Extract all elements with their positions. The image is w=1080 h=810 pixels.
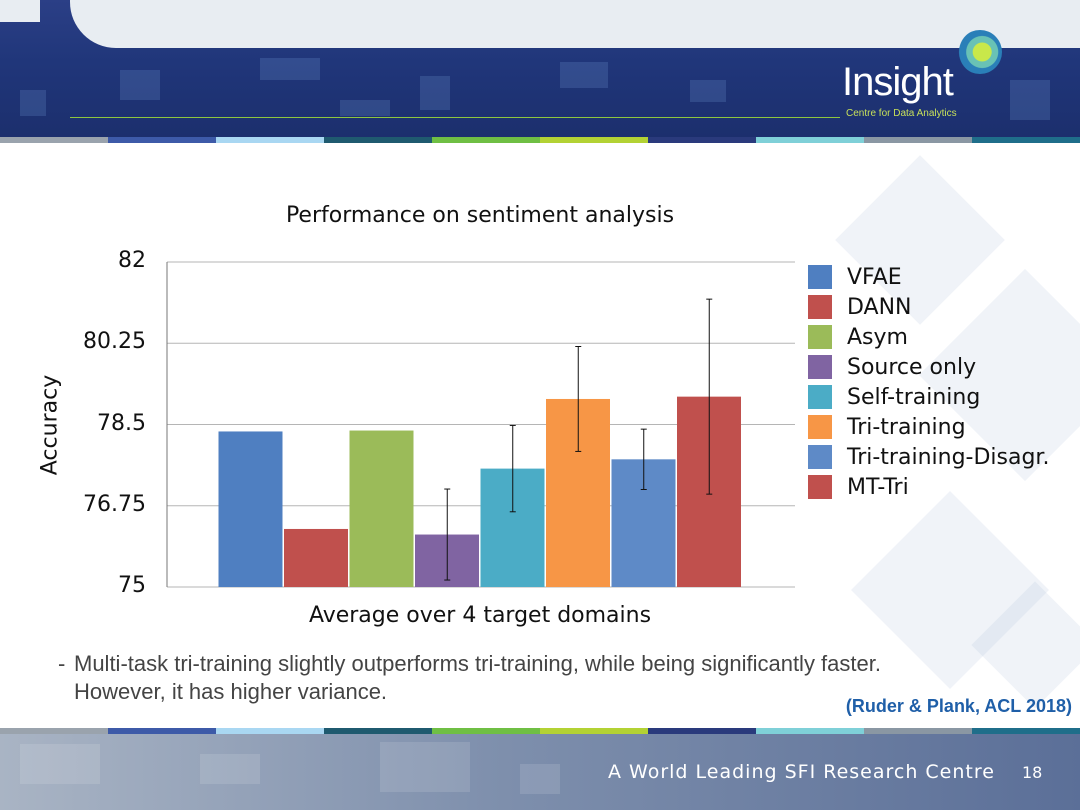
legend-item: Asym (808, 322, 1049, 352)
legend-item: Self-training (808, 382, 1049, 412)
error-bar (575, 346, 582, 452)
bottom-color-stripe (0, 728, 1080, 734)
legend-swatch (808, 295, 832, 319)
bullet-text: Multi-task tri-training slightly outperf… (74, 651, 881, 704)
header-banner: Insight Centre for Data Analytics (0, 0, 1080, 138)
y-tick-label: 82 (118, 248, 146, 273)
error-bar (509, 424, 516, 513)
y-tick-label: 75 (118, 573, 146, 598)
bullet-dash: - (58, 651, 66, 676)
legend-swatch (808, 385, 832, 409)
legend-swatch (808, 325, 832, 349)
legend-label: DANN (847, 294, 912, 320)
header-green-line (70, 117, 840, 118)
error-bar (444, 488, 451, 581)
footer-banner (0, 734, 1080, 810)
legend-item: Source only (808, 352, 1049, 382)
legend-swatch (808, 445, 832, 469)
error-bar (706, 298, 713, 495)
legend-item: Tri-training (808, 412, 1049, 442)
legend-item: DANN (808, 292, 1049, 322)
legend-label: Tri-training (847, 414, 966, 440)
legend-label: Asym (847, 324, 908, 350)
legend-swatch (808, 415, 832, 439)
legend-label: VFAE (847, 264, 902, 290)
chart-legend: VFAE DANN Asym Source only Self-training Tri-… (808, 262, 1049, 502)
legend-item: MT-Tri (808, 472, 1049, 502)
legend-label: Source only (847, 354, 977, 380)
logo-text: Insight (842, 60, 954, 104)
y-tick-label: 80.25 (83, 329, 146, 355)
legend-swatch (808, 475, 832, 499)
legend-label: Tri-training-Disagr. (847, 444, 1050, 470)
citation: (Ruder & Plank, ACL 2018) (845, 696, 1072, 716)
logo-subtitle: Centre for Data Analytics (846, 108, 957, 119)
y-tick-label: 76.75 (83, 491, 146, 517)
bar-dann (284, 528, 348, 587)
error-bar (640, 428, 647, 490)
x-axis-label: Average over 4 target domains (308, 603, 652, 628)
insight-logo-icon (958, 30, 1002, 74)
y-axis-label: Accuracy (37, 374, 63, 476)
legend-item: VFAE (808, 262, 1049, 292)
legend-swatch (808, 355, 832, 379)
legend-label: MT-Tri (847, 474, 909, 500)
footer-tagline: A World Leading SFI Research Centre (608, 761, 995, 783)
page-number: 18 (1022, 763, 1043, 782)
bar-asym (349, 430, 414, 587)
legend-item: Tri-training-Disagr. (808, 442, 1049, 472)
legend-label: Self-training (847, 384, 981, 410)
legend-swatch (808, 265, 832, 289)
chart-title: Performance on sentiment analysis (285, 203, 675, 228)
top-color-stripe (0, 137, 1080, 143)
header-corner (0, 0, 40, 22)
header-tab (70, 0, 1080, 48)
bar-vfae (218, 431, 283, 587)
y-tick-label: 78.5 (97, 410, 146, 436)
